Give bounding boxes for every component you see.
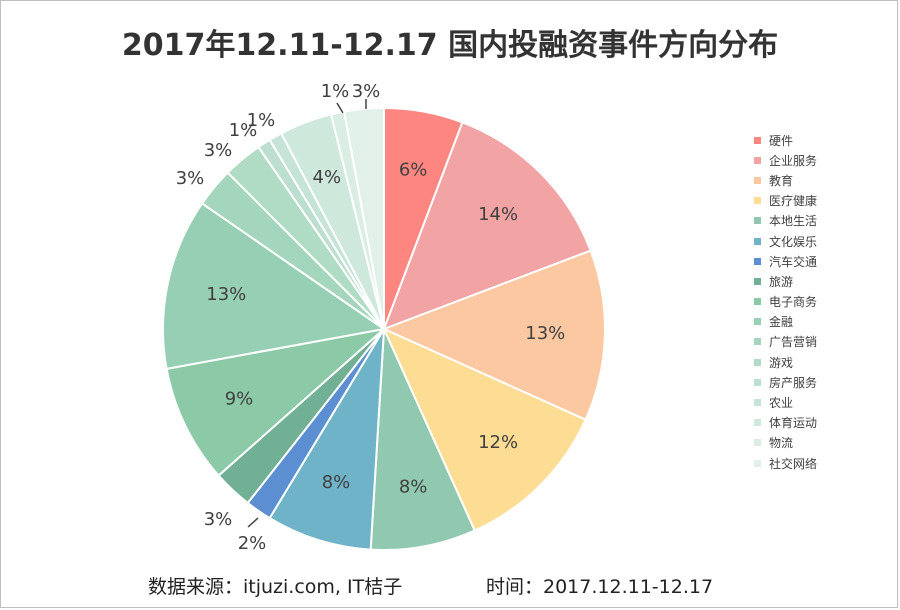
- slice-label-7: 3%: [204, 509, 233, 530]
- legend-item-3: 医疗健康: [754, 191, 817, 211]
- legend-label-14: 体育运动: [769, 416, 818, 431]
- legend-item-9: 金融: [754, 312, 817, 332]
- legend-swatch-8: [754, 298, 761, 306]
- pie-slice-2: [381, 249, 606, 422]
- legend: 硬件企业服务教育医疗健康本地生活文化娱乐汽车交通旅游电子商务金融广告营销游戏房产…: [754, 130, 817, 473]
- slice-label-9: 13%: [206, 284, 246, 305]
- slice-label-1: 14%: [478, 204, 518, 225]
- legend-item-0: 硬件: [754, 130, 817, 150]
- legend-swatch-13: [754, 399, 761, 407]
- legend-swatch-12: [754, 378, 761, 386]
- legend-label-12: 房产服务: [769, 375, 818, 390]
- pie-slice-3: [382, 327, 587, 532]
- source-text: 数据来源：itjuzi.com, IT桔子: [148, 576, 403, 598]
- slice-label-16: 3%: [352, 81, 381, 102]
- slice-label-13: 1%: [247, 110, 276, 131]
- pie-slice-4: [369, 328, 477, 551]
- legend-item-5: 文化娱乐: [754, 231, 817, 251]
- legend-item-12: 房产服务: [754, 372, 817, 392]
- slice-label-10: 3%: [176, 168, 205, 189]
- chart-title: 2017年12.11-12.17 国内投融资事件方向分布: [121, 28, 779, 63]
- legend-label-6: 汽车交通: [769, 254, 818, 269]
- slice-label-6: 2%: [238, 533, 267, 554]
- legend-item-16: 社交网络: [754, 453, 817, 473]
- slice-label-0: 6%: [399, 159, 428, 180]
- legend-label-13: 农业: [769, 396, 794, 411]
- slice-label-11: 3%: [204, 140, 233, 161]
- legend-swatch-1: [754, 156, 761, 164]
- legend-item-8: 电子商务: [754, 292, 817, 312]
- legend-swatch-4: [754, 217, 761, 225]
- legend-item-4: 本地生活: [754, 211, 817, 231]
- legend-item-2: 教育: [754, 170, 817, 190]
- legend-label-5: 文化娱乐: [769, 234, 818, 249]
- legend-label-7: 旅游: [769, 274, 794, 289]
- legend-swatch-11: [754, 358, 761, 366]
- legend-label-11: 游戏: [769, 355, 794, 370]
- slice-label-15: 1%: [321, 81, 350, 102]
- legend-item-10: 广告营销: [754, 332, 817, 352]
- legend-label-1: 企业服务: [769, 153, 818, 168]
- legend-item-11: 游戏: [754, 352, 817, 372]
- pie-slice-1: [382, 121, 592, 331]
- legend-swatch-5: [754, 237, 761, 245]
- legend-swatch-14: [754, 419, 761, 427]
- legend-label-2: 教育: [769, 173, 794, 188]
- legend-label-9: 金融: [769, 315, 794, 330]
- legend-label-15: 物流: [769, 436, 794, 451]
- legend-swatch-3: [754, 197, 761, 205]
- legend-label-16: 社交网络: [769, 456, 818, 471]
- legend-item-7: 旅游: [754, 271, 817, 291]
- pie-slice-16: [342, 106, 385, 330]
- pie-slice-8: [165, 327, 388, 477]
- legend-swatch-0: [754, 136, 761, 144]
- pie-slice-9: [162, 202, 387, 371]
- legend-swatch-6: [754, 257, 761, 265]
- slice-label-5: 8%: [322, 472, 351, 493]
- legend-label-3: 医疗健康: [769, 194, 818, 209]
- legend-swatch-7: [754, 277, 761, 285]
- legend-item-13: 农业: [754, 392, 817, 412]
- legend-swatch-2: [754, 176, 761, 184]
- legend-label-8: 电子商务: [769, 295, 818, 310]
- leader-line-15: [336, 102, 344, 114]
- slice-label-14: 4%: [313, 167, 342, 188]
- slice-label-4: 8%: [399, 477, 428, 498]
- legend-swatch-9: [754, 318, 761, 326]
- legend-label-10: 广告营销: [769, 335, 818, 350]
- legend-item-14: 体育运动: [754, 413, 817, 433]
- legend-label-0: 硬件: [769, 133, 794, 148]
- slice-label-2: 13%: [525, 323, 565, 344]
- pie-slice-5: [268, 328, 385, 551]
- legend-label-4: 本地生活: [769, 214, 818, 229]
- legend-item-6: 汽车交通: [754, 251, 817, 271]
- legend-item-15: 物流: [754, 433, 817, 453]
- legend-swatch-16: [754, 459, 761, 467]
- legend-item-1: 企业服务: [754, 150, 817, 170]
- slice-label-8: 9%: [225, 389, 254, 410]
- time-text: 时间：2017.12.11-12.17: [486, 576, 714, 598]
- slice-label-12: 1%: [229, 120, 258, 141]
- leader-line-6: [247, 517, 259, 528]
- legend-swatch-10: [754, 338, 761, 346]
- slice-label-3: 12%: [478, 432, 518, 453]
- legend-swatch-15: [754, 439, 761, 447]
